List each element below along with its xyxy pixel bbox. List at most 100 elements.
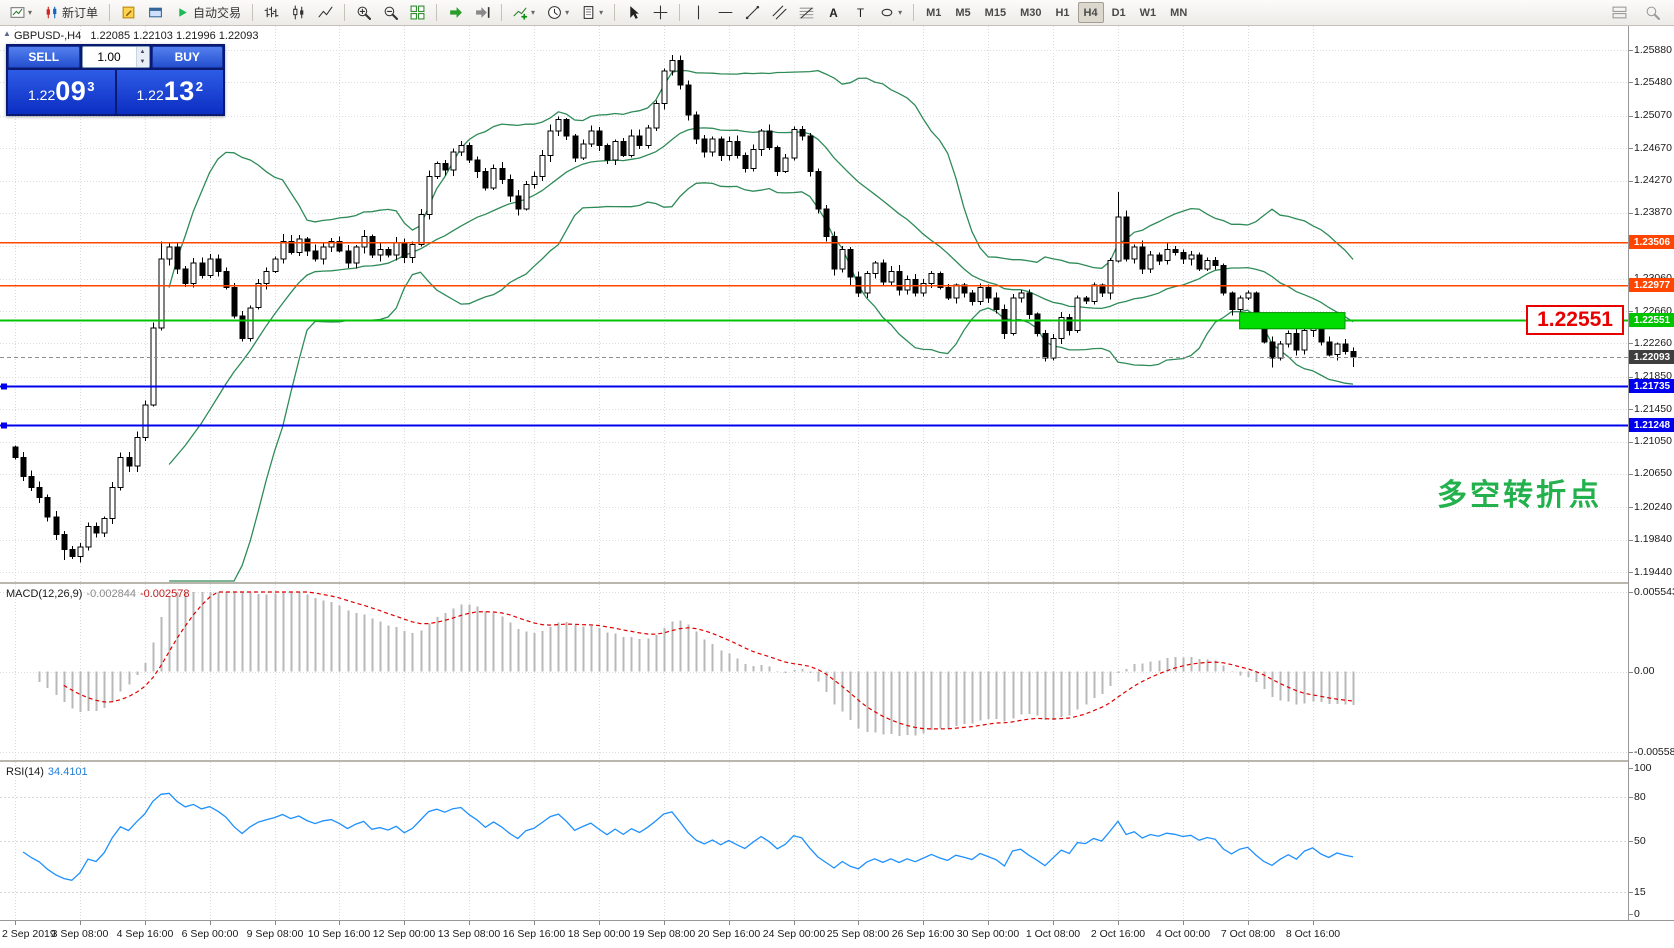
price-scale-tick (1629, 181, 1633, 182)
fibonacci-tool-button[interactable] (794, 2, 819, 23)
cursor-tool-button[interactable] (621, 2, 646, 23)
channel-tool-button[interactable] (767, 2, 792, 23)
sell-button[interactable]: SELL (8, 46, 80, 68)
horizontal-line-tool-button[interactable] (713, 2, 738, 23)
crosshair-tool-button[interactable] (648, 2, 673, 23)
candle-body (1115, 216, 1122, 262)
main-pane[interactable] (0, 26, 1628, 582)
vertical-line-tool-button[interactable] (686, 2, 711, 23)
candle-body (1188, 254, 1195, 260)
volume-down-icon[interactable]: ▼ (136, 57, 149, 67)
timeframe-m5[interactable]: M5 (949, 2, 976, 23)
buy-button[interactable]: BUY (151, 46, 223, 68)
metaeditor-button[interactable] (116, 2, 141, 23)
volume-up-icon[interactable]: ▲ (136, 47, 149, 57)
timeframe-h4[interactable]: H4 (1077, 2, 1104, 23)
price-scale-tick (1629, 572, 1633, 573)
time-axis-label: 3 Sep 08:00 (51, 928, 109, 940)
time-axis-tick (404, 921, 405, 925)
ohlc-values: 1.22085 1.22103 1.21996 1.22093 (90, 30, 259, 42)
templates-button[interactable]: ▾ (576, 2, 608, 23)
tile-windows-button[interactable] (405, 2, 430, 23)
candle-body (434, 163, 441, 177)
timeframe-h1[interactable]: H1 (1049, 2, 1075, 23)
time-axis-label: 7 Oct 08:00 (1220, 928, 1276, 940)
timeframe-w1[interactable]: W1 (1134, 2, 1163, 23)
label-tool-button[interactable]: T (848, 2, 873, 23)
timeframe-m1[interactable]: M1 (920, 2, 947, 23)
price-scale-tick (1629, 442, 1633, 443)
volume-spinner: ▲ ▼ (135, 47, 149, 67)
one-click-toggle-icon[interactable]: ▲ (3, 29, 11, 38)
candle-body (442, 163, 449, 171)
time-axis-tick (599, 921, 600, 925)
candle-body (1042, 333, 1049, 359)
rsi-line (22, 792, 1354, 882)
search-icon (1646, 6, 1660, 20)
candle-body (515, 195, 522, 210)
sell-price-display[interactable]: 1.22 09 3 (8, 70, 115, 114)
candle-body (953, 284, 960, 299)
candle-body (353, 246, 360, 264)
candlestick-mode-button[interactable] (286, 2, 311, 23)
price-scale-tick (1629, 82, 1633, 83)
price-callout-label[interactable]: 1.22551 (1526, 305, 1624, 335)
line-chart-mode-button[interactable] (313, 2, 338, 23)
macd-name: MACD(12,26,9) (6, 588, 83, 600)
price-scale[interactable]: 1.25880 1.25480 1.25070 1.24670 1.24270 1.238… (1628, 26, 1674, 920)
indicators-list-button[interactable]: ▾ (508, 2, 540, 23)
candle-body (563, 119, 570, 137)
rsi-scale-tick (1629, 914, 1633, 915)
line-handle[interactable] (1, 383, 7, 390)
buy-price-display[interactable]: 1.22 13 2 (116, 70, 223, 114)
candle-body (1237, 297, 1244, 310)
candle-body (296, 238, 303, 254)
trendline-tool-button[interactable] (740, 2, 765, 23)
time-axis-label: 13 Sep 08:00 (437, 928, 501, 940)
timeframe-m15[interactable]: M15 (979, 2, 1012, 23)
new-order-button[interactable]: 新订单 (39, 2, 103, 23)
price-scale-tick (1629, 116, 1633, 117)
candle-body (709, 138, 716, 153)
search-button[interactable] (1640, 2, 1665, 23)
volume-field[interactable]: 1.00 ▲ ▼ (81, 46, 150, 68)
bar-chart-mode-button[interactable] (259, 2, 284, 23)
time-axis-tick (15, 921, 16, 925)
annotation-text[interactable]: 多空转折点 (1437, 479, 1602, 512)
time-axis-label: 9 Sep 08:00 (246, 928, 304, 940)
window-layout-button[interactable] (1607, 2, 1632, 23)
price-scale-tick (1629, 409, 1633, 410)
price-line-scale-box: 1.23506 (1629, 235, 1674, 249)
price-scale-label: 1.20240 (1634, 501, 1672, 513)
timeframe-mn[interactable]: MN (1164, 2, 1193, 23)
timeframe-m30[interactable]: M30 (1014, 2, 1047, 23)
zoom-out-button[interactable] (378, 2, 403, 23)
candle-body (823, 208, 830, 237)
price-scale-label: 1.22260 (1634, 337, 1672, 349)
new-chart-button[interactable]: ▾ (5, 2, 37, 23)
line-handle[interactable] (1, 422, 7, 429)
timeframe-d1[interactable]: D1 (1106, 2, 1132, 23)
price-scale-label: 1.25480 (1634, 76, 1672, 88)
zoom-in-button[interactable] (351, 2, 376, 23)
candle-body (1010, 297, 1017, 335)
pane-splitter-macd[interactable] (0, 582, 1628, 584)
highlight-rectangle[interactable] (1239, 312, 1346, 330)
text-tool-button[interactable]: A (821, 2, 846, 23)
terminal-window-button[interactable] (143, 2, 168, 23)
chart-shift-button[interactable] (470, 2, 495, 23)
time-axis[interactable]: 2 Sep 2019 3 Sep 08:00 4 Sep 16:00 6 Sep 00… (0, 920, 1674, 948)
periods-button[interactable]: ▾ (542, 2, 574, 23)
candle-body (109, 487, 116, 520)
candle-body (174, 246, 181, 270)
time-axis-label: 19 Sep 08:00 (632, 928, 696, 940)
candle-body (255, 282, 262, 309)
shapes-tool-button[interactable]: ▾ (875, 2, 907, 23)
periods-icon (548, 6, 561, 19)
auto-scroll-button[interactable] (443, 2, 468, 23)
autotrading-button[interactable]: 自动交易 (170, 2, 246, 23)
pane-splitter-rsi[interactable] (0, 760, 1628, 762)
macd-signal-line (63, 591, 1354, 730)
time-axis-tick (664, 921, 665, 925)
